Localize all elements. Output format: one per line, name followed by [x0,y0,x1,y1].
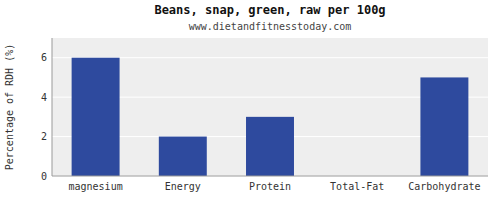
plot-background [52,38,488,176]
y-tick-label: 2 [41,131,47,142]
bar [72,58,120,176]
x-tick-label: Carbohydrate [408,181,480,192]
y-tick-label: 4 [41,92,47,103]
x-axis-line [52,176,488,177]
y-tick-label: 0 [41,171,47,182]
y-tick-label: 6 [41,52,47,63]
bar [420,77,468,176]
grid-line [52,176,488,177]
x-tick-label: Protein [249,181,291,192]
bars [72,58,469,176]
y-axis-line [52,38,53,176]
subtitle: www.dietandfitnesstoday.com [189,21,352,32]
title: Beans, snap, green, raw per 100g [154,3,385,17]
x-tick-label: Energy [165,181,201,192]
bar [246,117,294,176]
chart: 0 2 4 6 magnesium Energy Protein Total-Fat Carbo… [0,0,500,200]
y-axis-label: Percentage of RDH (%) [4,44,15,170]
x-tick-label: magnesium [69,181,123,192]
x-tick-label: Total-Fat [330,181,384,192]
bar [159,137,207,176]
